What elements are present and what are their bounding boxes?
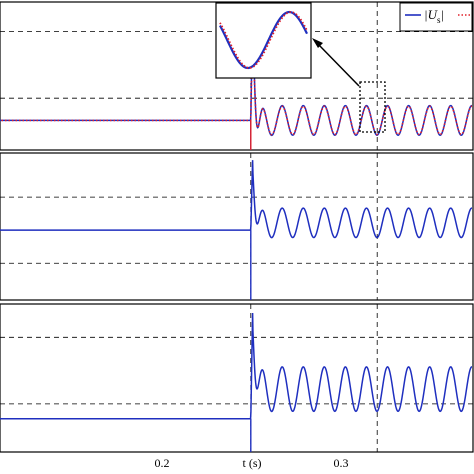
panel-3-series-0 <box>0 312 473 420</box>
legend-label-1: |Us| <box>424 7 444 25</box>
zoom-region-box <box>359 81 386 133</box>
x-tick-label-0.3: 0.3 <box>334 456 349 470</box>
panel-3-frame <box>0 303 474 453</box>
zoom-inset <box>215 2 386 133</box>
x-axis-label: t (s) <box>243 456 262 470</box>
x-axis: 0.2 t (s) 0.3 <box>155 456 349 470</box>
chart-panels <box>0 1 474 453</box>
panel-3 <box>0 303 474 453</box>
zoom-arrow-line <box>317 43 360 87</box>
legend-label-1-suffix: | <box>440 7 444 22</box>
legend-box <box>399 2 473 32</box>
x-tick-label-0.2: 0.2 <box>155 456 170 470</box>
panel-1-series-0 <box>0 7 473 137</box>
panel-2 <box>0 152 474 301</box>
inset-series-0 <box>219 10 308 70</box>
panel-2-series-0 <box>0 160 473 239</box>
legend-label-1-subscript: s <box>437 15 441 25</box>
inset-series-1 <box>219 11 308 69</box>
zoom-arrow-head <box>312 38 323 48</box>
legend: |Us| <box>399 2 473 32</box>
